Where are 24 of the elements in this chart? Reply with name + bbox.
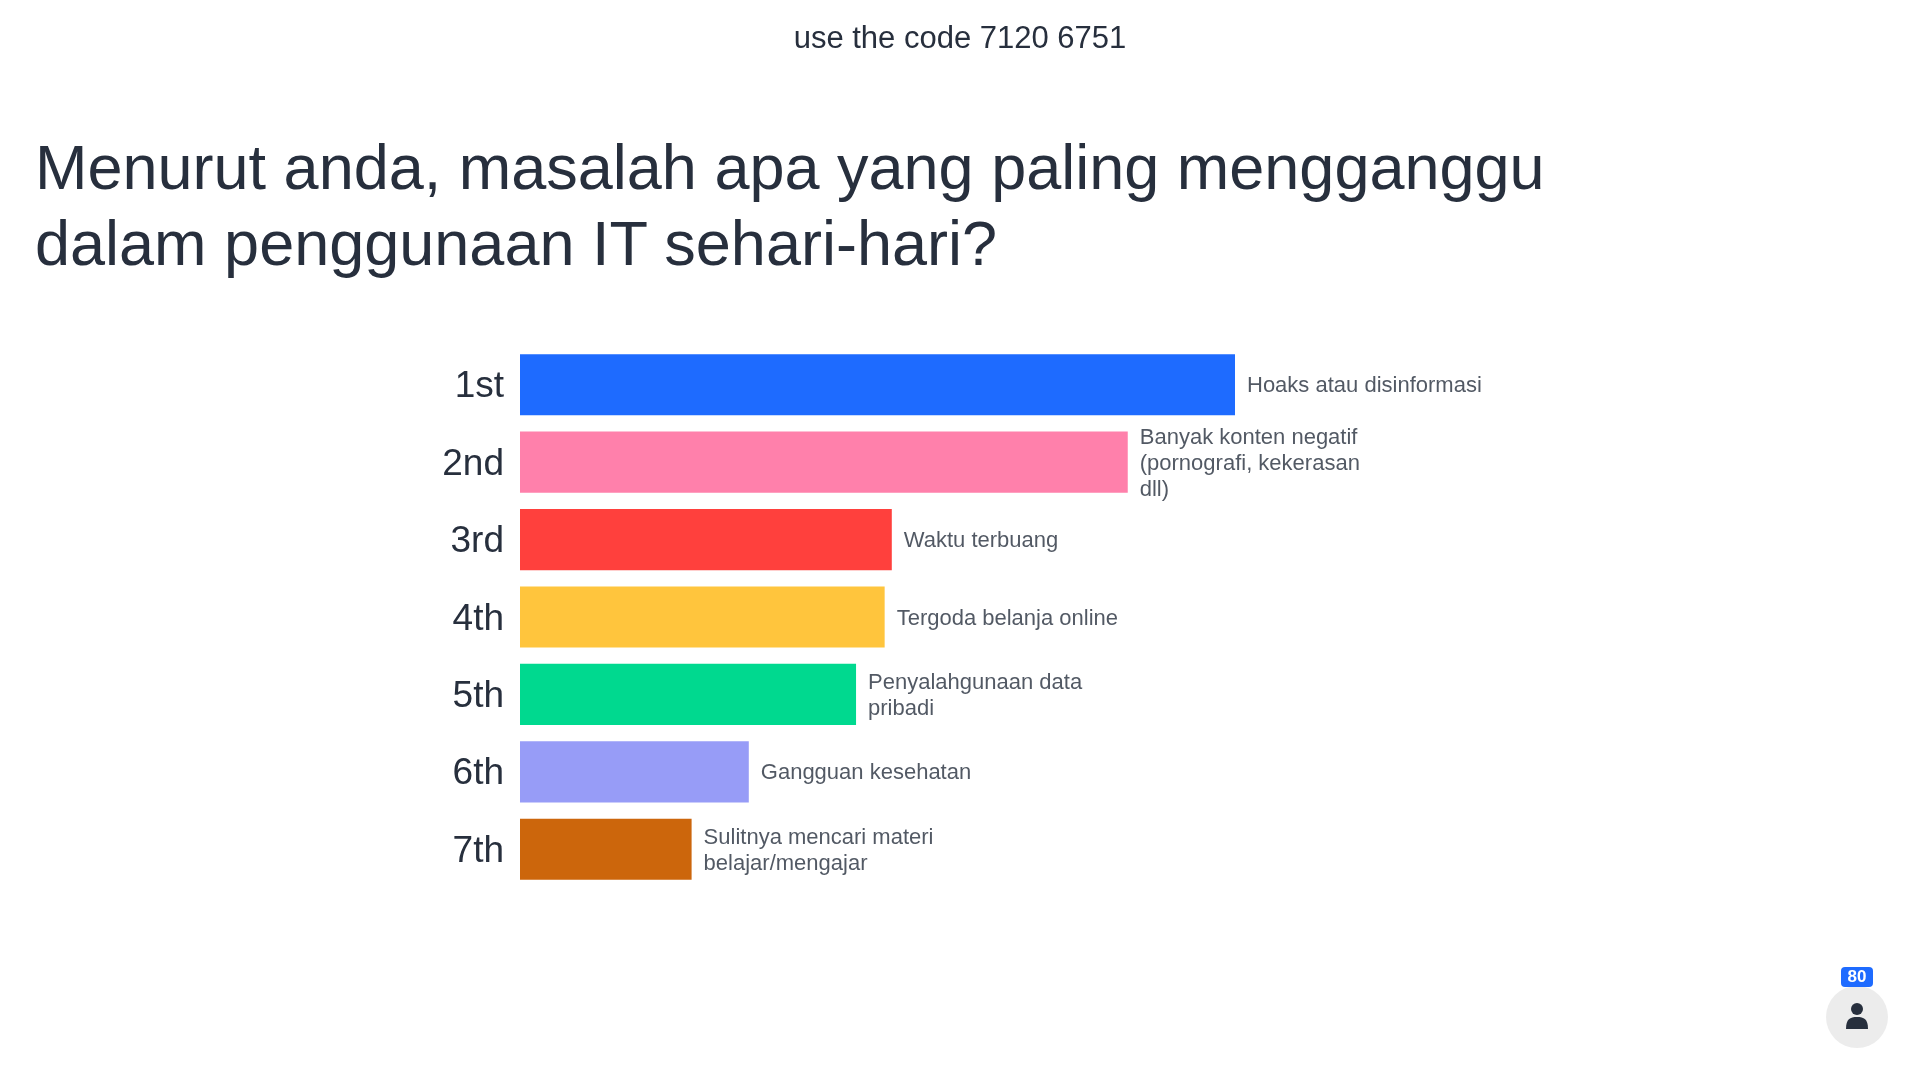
- annotation: Sulitnya mencari materi belajar/mengajar: [703, 823, 940, 875]
- bar: [520, 663, 857, 726]
- bar: [520, 586, 885, 648]
- annotation: Gangguan kesehatan: [760, 759, 972, 785]
- y-tick-label: 4th: [452, 596, 504, 638]
- annotation: Banyak konten negatif (pornografi, kekerasan dll): [1139, 423, 1366, 501]
- y-tick-label: 6th: [452, 751, 504, 793]
- y-tick-label: 5th: [452, 673, 504, 715]
- bar: [520, 354, 1235, 416]
- bar: [520, 508, 892, 571]
- text: use the code 7120 6751: [793, 20, 1127, 56]
- annotation: Tergoda belanja online: [896, 604, 1119, 630]
- annotation: Waktu terbuang: [903, 527, 1059, 553]
- bar: [520, 741, 749, 803]
- annotation: Penyalahgunaan data pribadi: [868, 668, 1089, 720]
- bar: [520, 431, 1128, 493]
- y-tick-label: 2nd: [442, 441, 504, 483]
- y-tick-label: 3rd: [450, 519, 504, 561]
- annotation: Hoaks atau disinformasi: [1247, 372, 1482, 398]
- count-badge: 80: [1841, 967, 1873, 987]
- chart-title: Menurut anda, masalah apa yang paling mengganggu dalam penggunaan IT sehari-hari?: [35, 132, 1563, 278]
- y-tick-label: 1st: [454, 364, 505, 406]
- bar: [520, 818, 692, 880]
- y-tick-label: 7th: [452, 828, 504, 870]
